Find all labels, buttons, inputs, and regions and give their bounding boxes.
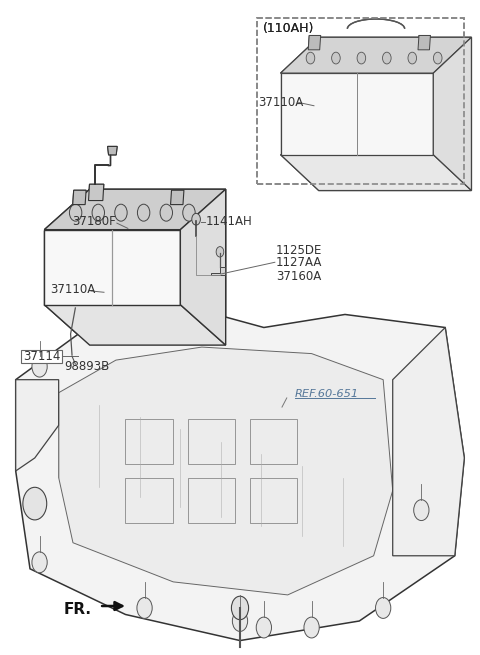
Polygon shape: [170, 190, 184, 204]
Polygon shape: [433, 37, 471, 191]
Text: (110AH): (110AH): [263, 22, 314, 35]
Circle shape: [414, 500, 429, 521]
Text: FR.: FR.: [63, 602, 91, 617]
Text: 37114: 37114: [24, 350, 60, 363]
Bar: [250, 419, 297, 464]
Text: 1141AH: 1141AH: [205, 215, 252, 229]
Circle shape: [231, 596, 249, 620]
Circle shape: [160, 204, 172, 221]
Polygon shape: [16, 308, 464, 641]
Circle shape: [32, 552, 47, 572]
Circle shape: [383, 52, 391, 64]
Text: 1127AA: 1127AA: [276, 256, 322, 269]
Polygon shape: [16, 380, 59, 471]
Polygon shape: [393, 328, 464, 556]
Text: 37180F: 37180F: [72, 215, 116, 229]
Polygon shape: [308, 35, 321, 50]
Polygon shape: [418, 35, 431, 50]
Text: REF.60-651: REF.60-651: [295, 389, 359, 399]
Circle shape: [115, 204, 127, 221]
Circle shape: [256, 617, 272, 638]
Bar: [125, 419, 173, 464]
Polygon shape: [281, 73, 433, 155]
Text: (110AH): (110AH): [263, 22, 314, 35]
Polygon shape: [308, 35, 321, 50]
Polygon shape: [418, 35, 431, 50]
Circle shape: [375, 597, 391, 618]
Polygon shape: [108, 147, 117, 155]
Bar: [250, 477, 297, 523]
Circle shape: [433, 52, 442, 64]
Circle shape: [137, 204, 150, 221]
Polygon shape: [73, 190, 86, 204]
Circle shape: [192, 214, 200, 225]
Polygon shape: [44, 189, 226, 230]
Polygon shape: [44, 230, 180, 305]
Polygon shape: [73, 190, 86, 204]
Text: 37110A: 37110A: [50, 283, 96, 296]
Polygon shape: [281, 73, 433, 155]
Circle shape: [70, 204, 82, 221]
Bar: [188, 477, 235, 523]
Circle shape: [383, 52, 391, 64]
Circle shape: [92, 204, 105, 221]
Text: 1125DE: 1125DE: [276, 244, 322, 257]
Bar: [188, 419, 235, 464]
Bar: [22, 350, 62, 363]
Text: 37110A: 37110A: [258, 96, 303, 109]
Polygon shape: [88, 184, 104, 200]
Circle shape: [137, 597, 152, 618]
Polygon shape: [44, 230, 180, 305]
Circle shape: [137, 204, 150, 221]
Polygon shape: [211, 267, 225, 275]
Polygon shape: [88, 184, 104, 200]
Circle shape: [92, 204, 105, 221]
Circle shape: [232, 610, 248, 631]
Polygon shape: [180, 189, 226, 345]
Circle shape: [332, 52, 340, 64]
Polygon shape: [108, 147, 117, 155]
Circle shape: [183, 204, 195, 221]
Circle shape: [332, 52, 340, 64]
Text: 37160A: 37160A: [276, 270, 321, 283]
Bar: [125, 477, 173, 523]
Text: 98893B: 98893B: [64, 360, 109, 373]
Circle shape: [408, 52, 417, 64]
Circle shape: [23, 487, 47, 520]
Polygon shape: [59, 347, 393, 595]
Circle shape: [306, 52, 315, 64]
Circle shape: [433, 52, 442, 64]
Polygon shape: [281, 37, 471, 73]
Circle shape: [160, 204, 172, 221]
Circle shape: [32, 356, 47, 377]
Circle shape: [115, 204, 127, 221]
Circle shape: [304, 617, 319, 638]
Polygon shape: [281, 155, 471, 191]
Circle shape: [408, 52, 417, 64]
Circle shape: [357, 52, 366, 64]
Polygon shape: [281, 155, 471, 191]
Polygon shape: [44, 305, 226, 345]
Circle shape: [306, 52, 315, 64]
Circle shape: [216, 247, 224, 257]
Polygon shape: [180, 189, 226, 345]
Polygon shape: [44, 305, 226, 345]
Polygon shape: [281, 37, 471, 73]
Circle shape: [70, 204, 82, 221]
Polygon shape: [44, 189, 226, 230]
Circle shape: [183, 204, 195, 221]
Polygon shape: [433, 37, 471, 191]
Polygon shape: [170, 190, 184, 204]
Circle shape: [357, 52, 366, 64]
